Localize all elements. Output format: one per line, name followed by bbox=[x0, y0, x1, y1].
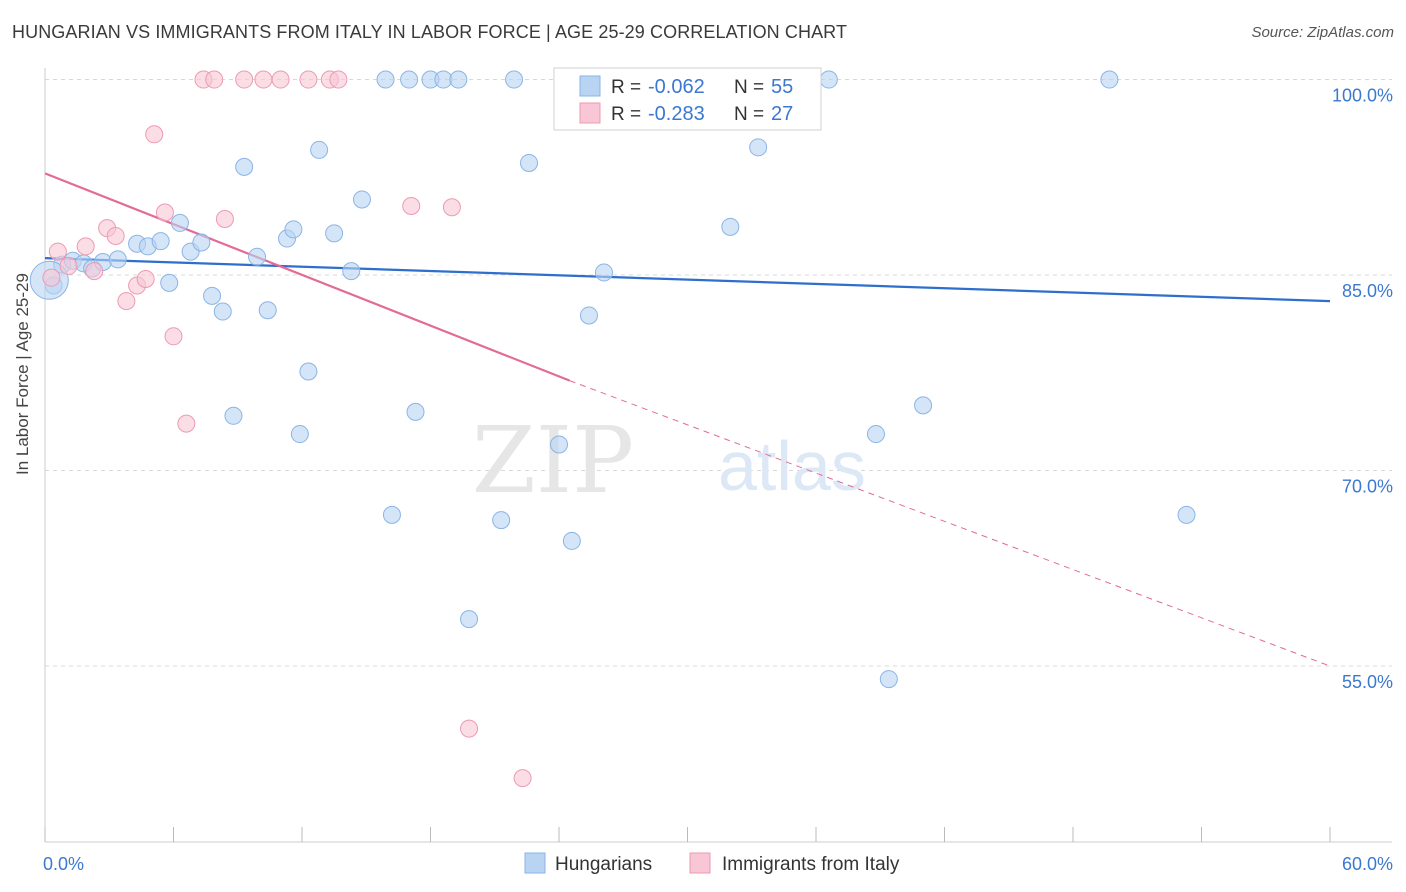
point-pink bbox=[271, 70, 290, 89]
point-pink bbox=[460, 719, 479, 738]
point-blue bbox=[290, 425, 309, 444]
point-blue bbox=[258, 301, 277, 320]
point-blue bbox=[284, 220, 303, 239]
point-pink bbox=[215, 210, 234, 229]
point-pink bbox=[59, 256, 78, 275]
point-pink bbox=[513, 769, 532, 788]
point-blue bbox=[550, 435, 568, 454]
point-pink bbox=[235, 70, 254, 89]
point-blue bbox=[562, 531, 581, 550]
y-tick-label: 55.0% bbox=[1342, 672, 1393, 692]
point-blue bbox=[108, 250, 127, 269]
legend-series: Hungarians Immigrants from Italy bbox=[524, 852, 900, 875]
trend-line-dashed-pink bbox=[569, 380, 1331, 667]
point-blue bbox=[1100, 70, 1119, 89]
x-tick-label: 0.0% bbox=[43, 854, 84, 874]
point-blue bbox=[879, 670, 898, 689]
legend-n-value: 55 bbox=[771, 76, 793, 98]
legend-r-label: R = bbox=[611, 104, 641, 125]
point-pink bbox=[136, 269, 155, 288]
point-blue bbox=[160, 273, 179, 292]
legend-r-label: R = bbox=[611, 77, 641, 98]
point-blue bbox=[352, 190, 371, 209]
point-blue bbox=[866, 425, 885, 444]
legend-n-label: N = bbox=[734, 77, 764, 98]
point-blue bbox=[342, 262, 361, 281]
point-blue bbox=[248, 247, 267, 266]
source-credit: Source: ZipAtlas.com bbox=[1251, 24, 1394, 41]
point-blue bbox=[749, 138, 768, 157]
legend-swatch-blue bbox=[524, 852, 546, 874]
point-blue bbox=[579, 306, 598, 325]
point-pink bbox=[442, 198, 461, 217]
point-blue bbox=[492, 511, 511, 530]
point-pink bbox=[48, 242, 67, 261]
point-blue bbox=[594, 263, 613, 282]
point-pink bbox=[76, 237, 95, 256]
point-pink bbox=[205, 70, 224, 89]
point-blue bbox=[151, 232, 170, 251]
point-blue bbox=[406, 402, 425, 421]
data-points bbox=[29, 70, 1196, 788]
point-pink bbox=[117, 292, 136, 311]
point-blue bbox=[721, 217, 740, 236]
legend-r-value: -0.283 bbox=[648, 103, 705, 125]
y-tick-label: 85.0% bbox=[1342, 281, 1393, 301]
point-blue bbox=[914, 396, 933, 415]
legend-n-label: N = bbox=[734, 104, 764, 125]
trend-line-pink bbox=[44, 172, 571, 382]
legend-label: Hungarians bbox=[555, 854, 652, 875]
point-pink bbox=[164, 327, 183, 346]
point-pink bbox=[402, 196, 421, 215]
point-blue bbox=[170, 213, 189, 232]
legend-swatch-blue bbox=[579, 75, 601, 97]
point-pink bbox=[254, 70, 273, 89]
point-blue bbox=[819, 70, 838, 89]
point-pink bbox=[42, 268, 61, 287]
point-blue bbox=[400, 70, 419, 89]
point-blue bbox=[224, 406, 243, 425]
point-pink bbox=[155, 203, 174, 222]
legend-r-value: -0.062 bbox=[648, 76, 705, 98]
x-tick-label: 60.0% bbox=[1342, 854, 1393, 874]
point-blue bbox=[299, 362, 318, 381]
point-pink bbox=[106, 226, 125, 245]
point-blue bbox=[310, 140, 329, 159]
point-blue bbox=[434, 70, 453, 89]
point-blue bbox=[520, 153, 539, 172]
watermark: ZIP atlas bbox=[472, 407, 866, 514]
axes bbox=[44, 68, 1392, 843]
watermark-atlas: atlas bbox=[718, 427, 866, 505]
point-pink bbox=[177, 414, 196, 433]
point-blue bbox=[376, 70, 395, 89]
point-blue bbox=[213, 302, 232, 321]
point-blue bbox=[382, 505, 401, 524]
chart-title: HUNGARIAN VS IMMIGRANTS FROM ITALY IN LA… bbox=[12, 22, 848, 42]
legend-swatch-pink bbox=[689, 852, 711, 874]
watermark-zip: ZIP bbox=[472, 407, 634, 514]
y-tick-label: 100.0% bbox=[1332, 86, 1393, 106]
point-blue bbox=[203, 286, 222, 305]
point-blue bbox=[449, 70, 468, 89]
point-blue bbox=[325, 224, 344, 243]
point-pink bbox=[85, 262, 104, 281]
legend-label: Immigrants from Italy bbox=[722, 854, 900, 875]
point-pink bbox=[299, 70, 318, 89]
point-blue bbox=[192, 233, 211, 252]
point-blue bbox=[505, 70, 524, 89]
point-blue bbox=[1177, 505, 1196, 524]
point-blue bbox=[460, 610, 479, 629]
point-pink bbox=[145, 125, 164, 144]
y-tick-label: 70.0% bbox=[1342, 477, 1393, 497]
trend-line-blue bbox=[44, 257, 1331, 303]
legend-swatch-pink bbox=[579, 102, 601, 124]
tick-labels: 55.0% 70.0% 85.0% 100.0% 0.0% 60.0% bbox=[43, 86, 1393, 874]
legend-n-value: 27 bbox=[771, 103, 793, 125]
legend-stats: R = -0.062 N = 55 R = -0.283 N = 27 bbox=[553, 67, 822, 131]
point-pink bbox=[329, 70, 348, 89]
point-blue bbox=[235, 157, 254, 176]
